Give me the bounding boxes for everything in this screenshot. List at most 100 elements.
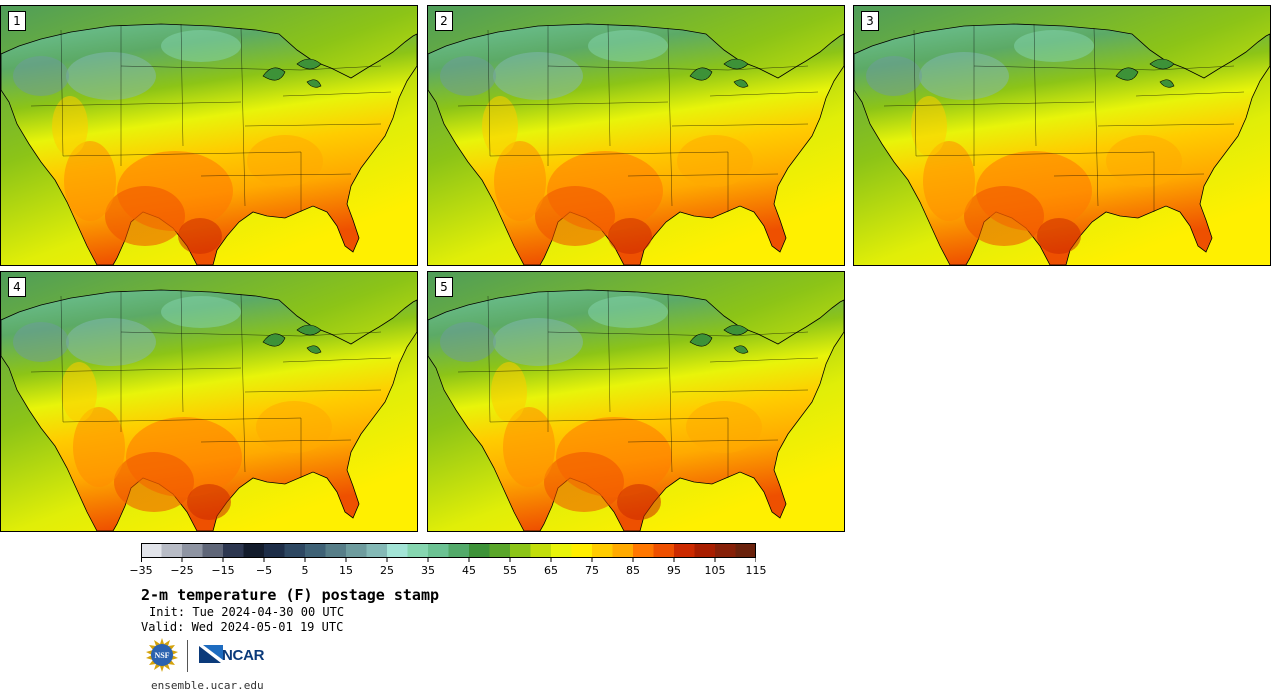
state-border xyxy=(1093,27,1099,207)
state-border xyxy=(671,123,809,127)
state-border xyxy=(727,65,809,71)
state-border xyxy=(62,417,302,423)
great-lake xyxy=(262,67,286,81)
state-border xyxy=(300,331,382,337)
state-border xyxy=(913,29,917,157)
colorbar-segment xyxy=(243,543,265,558)
map-panel-4: 4 xyxy=(0,271,418,532)
state-border xyxy=(607,289,611,413)
great-lake xyxy=(306,79,322,88)
state-border xyxy=(709,357,819,363)
colorbar-segment xyxy=(735,543,756,558)
colorbar-tick-label: 5 xyxy=(301,564,309,577)
state-border xyxy=(1033,23,1037,147)
colorbar-segment xyxy=(551,543,572,558)
great-lake xyxy=(296,58,322,70)
map-panel-1: 1 xyxy=(0,5,418,266)
state-border xyxy=(200,173,352,177)
great-lake xyxy=(296,324,322,336)
panel-label: 5 xyxy=(435,277,453,297)
state-border xyxy=(489,417,729,423)
map-panel-2: 2 xyxy=(427,5,845,266)
state-border xyxy=(667,27,673,207)
colorbar-tick-label: 15 xyxy=(339,564,353,577)
colorbar-tick-label: −25 xyxy=(170,564,194,577)
svg-text:NSF: NSF xyxy=(154,651,169,660)
great-lake xyxy=(733,345,749,354)
great-lake xyxy=(1159,79,1175,88)
state-border xyxy=(489,151,729,157)
state-border xyxy=(30,101,242,107)
great-lake xyxy=(723,324,749,336)
map-panel-5: 5 xyxy=(427,271,845,532)
colorbar-segment xyxy=(448,543,470,558)
colorbar-segment xyxy=(202,543,224,558)
temperature-map xyxy=(854,6,1270,265)
colorbar-segment xyxy=(325,543,347,558)
state-border xyxy=(1097,123,1235,127)
logo-divider xyxy=(187,640,188,672)
colorbar-tick-label: 25 xyxy=(380,564,394,577)
state-border xyxy=(709,91,819,97)
colorbar-tick-label: 65 xyxy=(544,564,558,577)
colorbar-segment xyxy=(161,543,183,558)
colorbar-segment xyxy=(387,543,408,558)
great-lake xyxy=(262,333,286,347)
colorbar-segment xyxy=(715,543,736,558)
colorbar-tick-label: −5 xyxy=(255,564,273,577)
colorbar-tick-label: 95 xyxy=(667,564,681,577)
colorbar-segment xyxy=(653,543,675,558)
state-border xyxy=(300,65,382,71)
temperature-map xyxy=(428,272,844,531)
colorbar-segment xyxy=(592,543,613,558)
state-border xyxy=(727,331,809,337)
website-link[interactable]: ensemble.ucar.edu xyxy=(151,679,264,692)
state-border xyxy=(457,367,669,373)
state-border xyxy=(1153,65,1235,71)
map-panel-3: 3 xyxy=(853,5,1271,266)
state-border xyxy=(667,293,673,473)
state-border xyxy=(240,27,246,207)
colorbar-border xyxy=(141,543,756,558)
colorbar-segment xyxy=(674,543,695,558)
colorbar-tick-label: 55 xyxy=(503,564,517,577)
state-border xyxy=(883,101,1095,107)
colorbar-tick-label: 35 xyxy=(421,564,435,577)
colorbar-tick-label: −15 xyxy=(211,564,235,577)
state-border xyxy=(627,173,779,177)
colorbar-segment xyxy=(612,543,634,558)
great-lake xyxy=(1149,58,1175,70)
state-border xyxy=(1053,173,1205,177)
colorbar-tick-label: 115 xyxy=(745,564,767,577)
colorbar-segment xyxy=(141,543,162,558)
colorbar-segment xyxy=(428,543,449,558)
state-border xyxy=(627,439,779,443)
temperature-map xyxy=(428,6,844,265)
state-border xyxy=(487,295,491,423)
colorbar-segment xyxy=(264,543,285,558)
colorbar-segment xyxy=(694,543,716,558)
colorbar-segment xyxy=(530,543,552,558)
colorbar-tick-label: 85 xyxy=(626,564,640,577)
state-border xyxy=(1135,91,1245,97)
state-border xyxy=(60,295,64,423)
colorbar-tick-label: 45 xyxy=(462,564,476,577)
panel-label: 3 xyxy=(861,11,879,31)
state-border xyxy=(200,439,352,443)
great-lake xyxy=(306,345,322,354)
temperature-map xyxy=(1,6,417,265)
init-time: Init: Tue 2024-04-30 00 UTC xyxy=(149,605,345,619)
state-border xyxy=(60,29,64,157)
colorbar-segment xyxy=(407,543,429,558)
ncar-logo-icon xyxy=(199,645,223,663)
great-lake xyxy=(723,58,749,70)
colorbar-segment xyxy=(366,543,388,558)
colorbar-segment xyxy=(489,543,511,558)
state-border xyxy=(915,151,1155,157)
colorbar-tick-label: 105 xyxy=(704,564,726,577)
colorbar-segment xyxy=(305,543,326,558)
colorbar-tick-label: −35 xyxy=(129,564,153,577)
state-border xyxy=(671,389,809,393)
colorbar-segment xyxy=(469,543,490,558)
ncar-wordmark: NCAR xyxy=(222,647,265,664)
